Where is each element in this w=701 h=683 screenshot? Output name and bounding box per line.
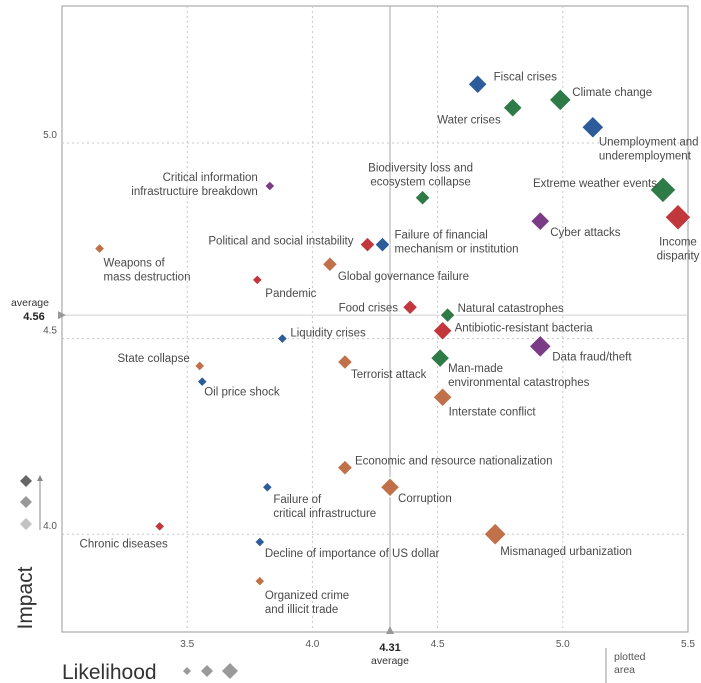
label-climate-change: Climate change <box>572 87 652 99</box>
label-extreme-weather-events: Extreme weather events <box>533 178 657 190</box>
label-mismanaged-urbanization: Mismanaged urbanization <box>500 546 632 558</box>
label-food-crises: Food crises <box>339 302 399 314</box>
label-economic-and-resource-nationalization: Economic and resource nationalization <box>355 456 553 468</box>
likelihood-legend-diamond <box>222 663 238 679</box>
point-economic-and-resource-nationalization <box>336 459 354 476</box>
x-axis-title: Likelihood <box>62 661 157 683</box>
impact-legend-diamond <box>20 475 32 487</box>
plotted-area-note: plotted area <box>614 651 646 676</box>
point-state-collapse <box>194 360 206 372</box>
label-man-made-environmental-catastrophes: Man-made environmental catastrophes <box>448 363 590 389</box>
impact-arrow-head <box>37 475 43 481</box>
label-oil-price-shock: Oil price shock <box>204 387 280 399</box>
label-liquidity-crises: Liquidity crises <box>290 328 366 340</box>
y-tick-label: 5.0 <box>43 130 57 141</box>
label-income-disparity: Income disparity <box>657 236 700 262</box>
label-political-and-social-instability: Political and social instability <box>208 236 353 248</box>
point-antibiotic-resistant-bacteria <box>432 320 453 341</box>
average-y-marker <box>58 311 66 320</box>
point-decline-of-importance-of-us-dollar <box>254 536 266 548</box>
label-unemployment-and-underemployment: Unemployment and underemployment <box>599 136 699 162</box>
x-tick-label: 4.5 <box>431 639 445 650</box>
point-corruption <box>379 477 401 498</box>
label-decline-of-importance-of-us-dollar: Decline of importance of US dollar <box>265 548 440 560</box>
label-cyber-attacks: Cyber attacks <box>550 227 621 239</box>
label-pandemic: Pandemic <box>265 288 316 300</box>
average-x-marker <box>386 626 395 634</box>
point-fiscal-crises <box>467 74 488 95</box>
label-chronic-diseases: Chronic diseases <box>80 538 168 550</box>
label-state-collapse: State collapse <box>117 353 189 365</box>
label-data-fraud-theft: Data fraud/theft <box>552 351 632 363</box>
x-tick-label: 5.5 <box>681 639 695 650</box>
x-tick-label: 3.5 <box>180 639 194 650</box>
point-liquidity-crises <box>276 332 289 345</box>
average-x-value: 4.31 <box>379 642 400 654</box>
label-failure-of-critical-infrastructure: Failure of critical infrastructure <box>273 494 376 520</box>
label-corruption: Corruption <box>398 493 452 505</box>
point-unemployment-and-underemployment <box>581 115 605 139</box>
point-pandemic <box>251 274 264 286</box>
average-y-value: 4.56 <box>23 311 44 323</box>
x-tick-label: 4.0 <box>305 639 319 650</box>
label-critical-information-infrastructure-breakdown: Critical information infrastructure break… <box>131 172 258 198</box>
label-global-governance-failure: Global governance failure <box>338 271 469 283</box>
likelihood-legend-diamond <box>201 665 213 677</box>
average-y-caption: average <box>11 297 49 309</box>
point-income-disparity <box>664 203 692 231</box>
label-natural-catastrophes: Natural catastrophes <box>458 303 564 315</box>
point-oil-price-shock <box>196 375 208 388</box>
point-biodiversity-loss-and-ecosystem-collapse <box>414 189 431 206</box>
label-antibiotic-resistant-bacteria: Antibiotic-resistant bacteria <box>455 323 594 335</box>
likelihood-legend-diamond <box>183 667 191 675</box>
y-tick-label: 4.5 <box>43 326 57 337</box>
point-mismanaged-urbanization <box>483 522 507 546</box>
plot-frame <box>61 5 689 633</box>
point-natural-catastrophes <box>439 306 456 324</box>
average-x-caption: average <box>371 655 409 667</box>
x-tick-label: 5.0 <box>556 639 570 650</box>
point-failure-of-financial-mechanism-or-institution <box>374 236 391 253</box>
point-organized-crime-and-illicit-trade <box>254 575 266 587</box>
point-terrorist-attack <box>336 353 354 371</box>
label-water-crises: Water crises <box>437 115 501 127</box>
point-chronic-diseases <box>153 520 166 533</box>
point-global-governance-failure <box>321 256 339 273</box>
label-fiscal-crises: Fiscal crises <box>494 71 558 83</box>
y-axis-title: Impact <box>14 566 37 629</box>
point-climate-change <box>548 88 573 112</box>
label-failure-of-financial-mechanism-or-institution: Failure of financial mechanism or institu… <box>395 230 519 256</box>
label-terrorist-attack: Terrorist attack <box>351 369 427 381</box>
point-data-fraud-theft <box>528 334 552 359</box>
label-interstate-conflict: Interstate conflict <box>449 406 537 418</box>
point-failure-of-critical-infrastructure <box>261 481 274 493</box>
point-water-crises <box>502 97 523 118</box>
point-critical-information-infrastructure-breakdown <box>264 180 276 192</box>
point-weapons-of-mass-destruction <box>93 242 106 255</box>
point-food-crises <box>401 299 419 316</box>
label-organized-crime-and-illicit-trade: Organized crime and illicit trade <box>265 590 349 616</box>
point-interstate-conflict <box>432 387 453 408</box>
label-biodiversity-loss-and-ecosystem-collapse: Biodiversity loss and ecosystem collapse <box>368 163 473 189</box>
point-political-and-social-instability <box>359 236 376 253</box>
y-tick-label: 4.0 <box>43 521 57 532</box>
impact-legend-diamond <box>20 496 32 508</box>
impact-legend-diamond <box>20 518 32 530</box>
point-man-made-environmental-catastrophes <box>429 347 451 369</box>
label-weapons-of-mass-destruction: Weapons of mass destruction <box>104 258 191 284</box>
point-cyber-attacks <box>530 210 551 232</box>
point-extreme-weather-events <box>649 176 677 204</box>
